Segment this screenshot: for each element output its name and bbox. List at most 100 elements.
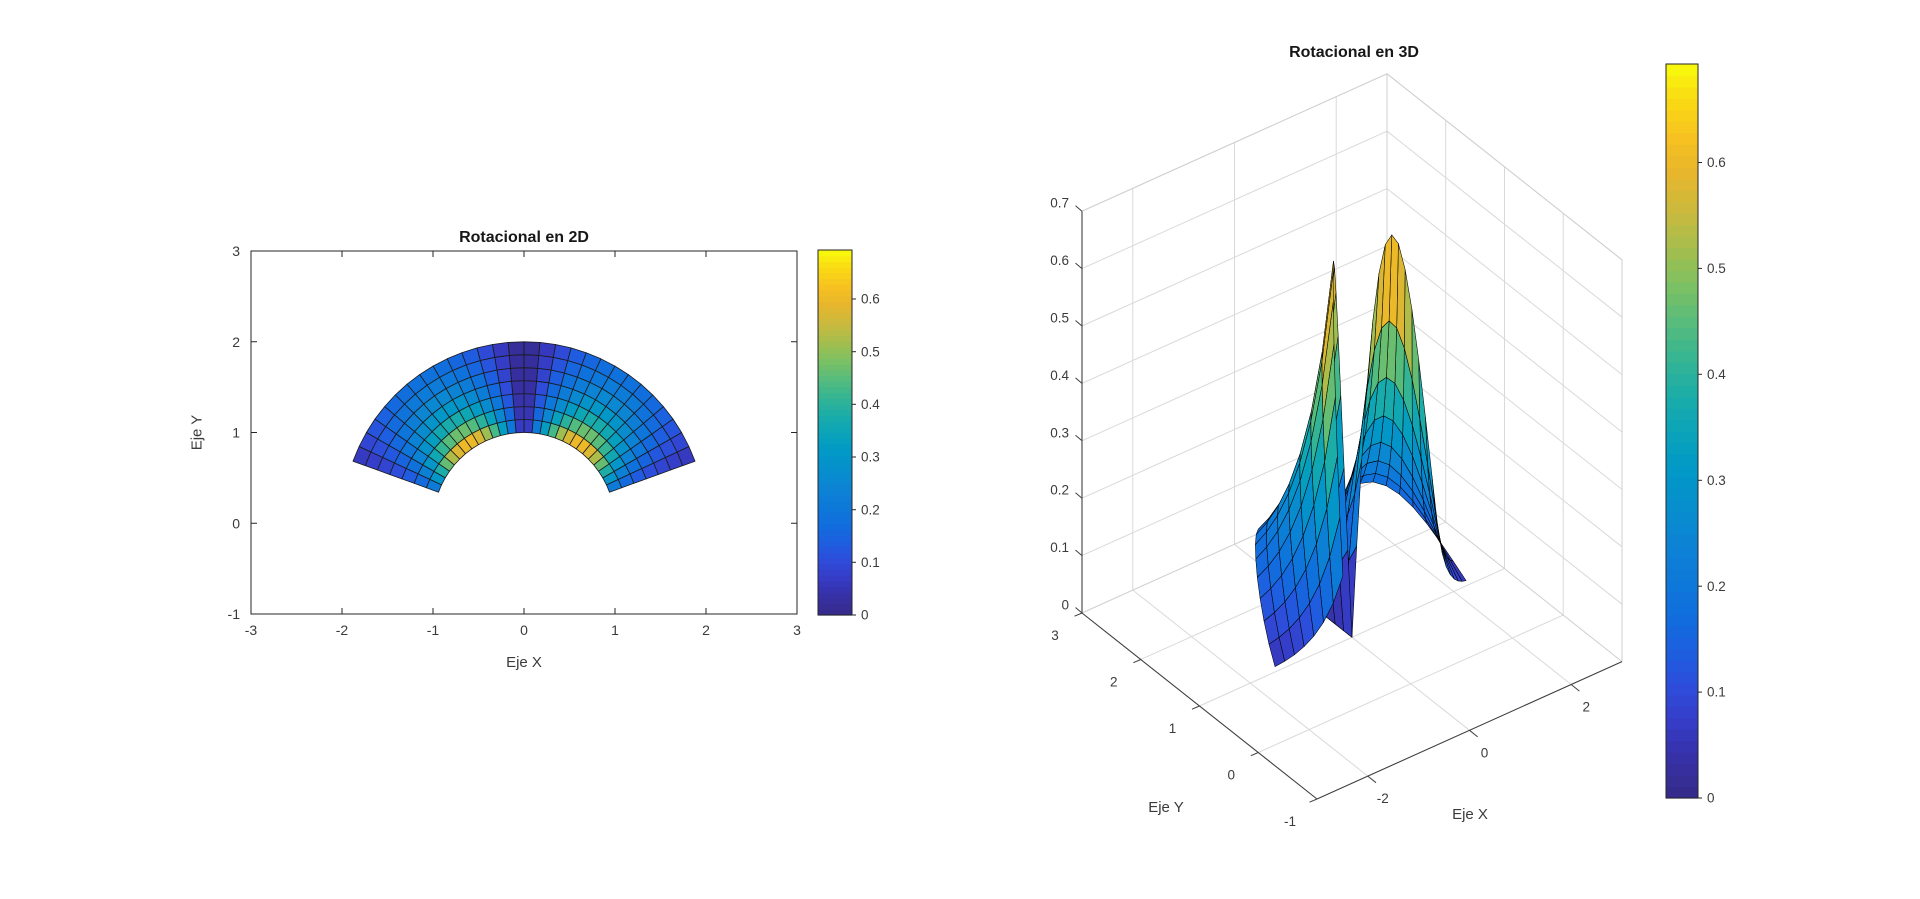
plot3d-colorbar-gradient <box>1666 178 1698 191</box>
plot3d-colorbar-gradient <box>1666 327 1698 340</box>
plot3d-ztick-label: 0.2 <box>1050 483 1069 498</box>
plot2d-colorbar-gradient <box>818 535 852 542</box>
plot3d-colorbar-gradient <box>1666 396 1698 409</box>
plot2d-xtick-label: -2 <box>336 622 349 638</box>
plot2d-xtick-label: 0 <box>520 622 528 638</box>
plot3d-colorbar-gradient <box>1666 752 1698 765</box>
y3d-tick <box>1191 705 1200 710</box>
surface-cell-2d <box>508 354 525 369</box>
plot3d-colorbar-tick-label: 0.4 <box>1707 367 1726 382</box>
plot3d-colorbar-gradient <box>1666 419 1698 432</box>
surface-cell-2d <box>494 354 511 371</box>
plot3d-ztick-label: 0.7 <box>1050 196 1069 211</box>
plot3d-colorbar-gradient <box>1666 694 1698 707</box>
plot3d-colorbar-gradient <box>1666 293 1698 306</box>
plot3d-colorbar-gradient <box>1666 660 1698 673</box>
plot2d-colorbar-gradient <box>818 392 852 399</box>
plot3d-colorbar-gradient <box>1666 625 1698 639</box>
plot3d-colorbar-gradient <box>1666 270 1698 283</box>
plot3d-colorbar-gradient <box>1666 648 1698 661</box>
plot3d-colorbar-gradient <box>1666 442 1698 455</box>
plot3d-colorbar-gradient <box>1666 786 1698 799</box>
plot2d-xtick-label: -1 <box>427 622 440 638</box>
plot3d-colorbar-gradient <box>1666 98 1698 111</box>
plot3d-colorbar-gradient <box>1666 281 1698 294</box>
surface-cell-3d <box>1268 637 1285 667</box>
surface-cell-2d <box>523 380 537 395</box>
plot3d-colorbar-gradient <box>1666 236 1698 249</box>
surface-cell-2d <box>491 341 510 358</box>
plot3d-ztick-label: 0.5 <box>1050 311 1069 326</box>
y3d-tick <box>1074 612 1083 617</box>
plot2d-colorbar-gradient <box>818 284 852 291</box>
x3d-tick <box>1367 775 1377 784</box>
x3d-tick <box>1469 729 1479 738</box>
plot2d-colorbar-gradient <box>818 352 852 359</box>
plot2d-colorbar-gradient <box>818 557 852 565</box>
plot3d-colorbar-gradient <box>1666 614 1698 627</box>
plot2d-colorbar-gradient <box>818 278 852 285</box>
surface-cell-2d <box>523 354 540 369</box>
plot2d-colorbar-gradient <box>818 267 852 274</box>
rightwall-gridline <box>1386 303 1623 490</box>
plot2d-colorbar-gradient <box>818 597 852 605</box>
plot2d-colorbar-gradient <box>818 335 852 342</box>
plot3d-colorbar-gradient <box>1666 316 1698 329</box>
plot3d-colorbar-gradient <box>1666 144 1698 157</box>
surface-cell-2d <box>513 406 525 421</box>
surface-cell-2d <box>523 393 536 408</box>
surface-cell-2d <box>509 367 525 382</box>
plot3d-colorbar-gradient <box>1666 591 1698 604</box>
plot3d-colorbar-gradient <box>1666 385 1698 398</box>
plot3d-colorbar-gradient <box>1666 247 1698 260</box>
plot3d-ztick-label: 0 <box>1061 598 1069 613</box>
plot2d-colorbar-tick-label: 0.6 <box>861 292 880 307</box>
surface-cell-2d <box>537 354 554 371</box>
surface-cell-2d <box>531 419 543 435</box>
plot3d-colorbar-gradient <box>1666 775 1698 788</box>
plot3d-colorbar-gradient <box>1666 476 1698 489</box>
plot3d-colorbar-gradient <box>1666 763 1698 776</box>
plot2d-xtick-label: 3 <box>793 622 801 638</box>
plot3d-colorbar-gradient <box>1666 362 1698 375</box>
plot3d-colorbar-gradient <box>1666 109 1698 122</box>
plot3d-ztick-label: 0.3 <box>1050 425 1069 440</box>
plot2d-colorbar-gradient <box>818 546 852 553</box>
z3d-tick <box>1075 377 1083 384</box>
plot3d-ztick-label: 0.6 <box>1050 253 1069 268</box>
surface-cell-2d <box>552 344 572 361</box>
box-edge <box>1386 73 1623 261</box>
plot2d-colorbar-gradient <box>818 455 852 462</box>
plot3d-colorbar-gradient <box>1666 465 1698 478</box>
plot2d-colorbar-gradient <box>818 301 852 308</box>
surface-cell-2d <box>538 341 556 358</box>
plot2d-colorbar-gradient <box>818 489 852 496</box>
surface-cell-3d <box>1381 234 1393 329</box>
plot2d-colorbar-gradient <box>818 518 852 525</box>
plot2d-colorbar-gradient <box>818 603 852 610</box>
plot2d-colorbar-gradient <box>818 421 852 428</box>
plot3d-colorbar-tick-label: 0.3 <box>1707 473 1726 488</box>
plot2d-colorbar-gradient <box>818 575 852 582</box>
plot2d-colorbar-gradient <box>818 358 852 365</box>
plot2d-colorbar-gradient <box>818 592 852 599</box>
plot3d-colorbar-gradient <box>1666 511 1698 524</box>
plot2d-ytick-label: 1 <box>232 425 240 441</box>
plot2d-colorbar-gradient <box>818 478 852 485</box>
rightwall-gridline <box>1386 245 1623 433</box>
plot3d-colorbar-gradient <box>1666 213 1698 226</box>
surface-cell-2d <box>523 341 541 356</box>
plot3d-colorbar-gradient <box>1666 499 1698 512</box>
plot2d-colorbar-gradient <box>818 381 852 388</box>
plot2d-colorbar-gradient <box>818 552 852 559</box>
plot3d-colorbar-gradient <box>1666 717 1698 730</box>
plot2d-colorbar-border <box>817 249 853 616</box>
plot3d-ztick-label: 0.1 <box>1050 540 1069 555</box>
plot3d-colorbar-gradient <box>1666 132 1698 145</box>
plot2d-colorbar-gradient <box>818 472 852 479</box>
plot2d-colorbar-gradient <box>818 312 852 320</box>
z3d-tick <box>1075 549 1083 556</box>
surface-cell-2d <box>523 419 534 434</box>
plot3d-colorbar-gradient <box>1666 545 1698 558</box>
